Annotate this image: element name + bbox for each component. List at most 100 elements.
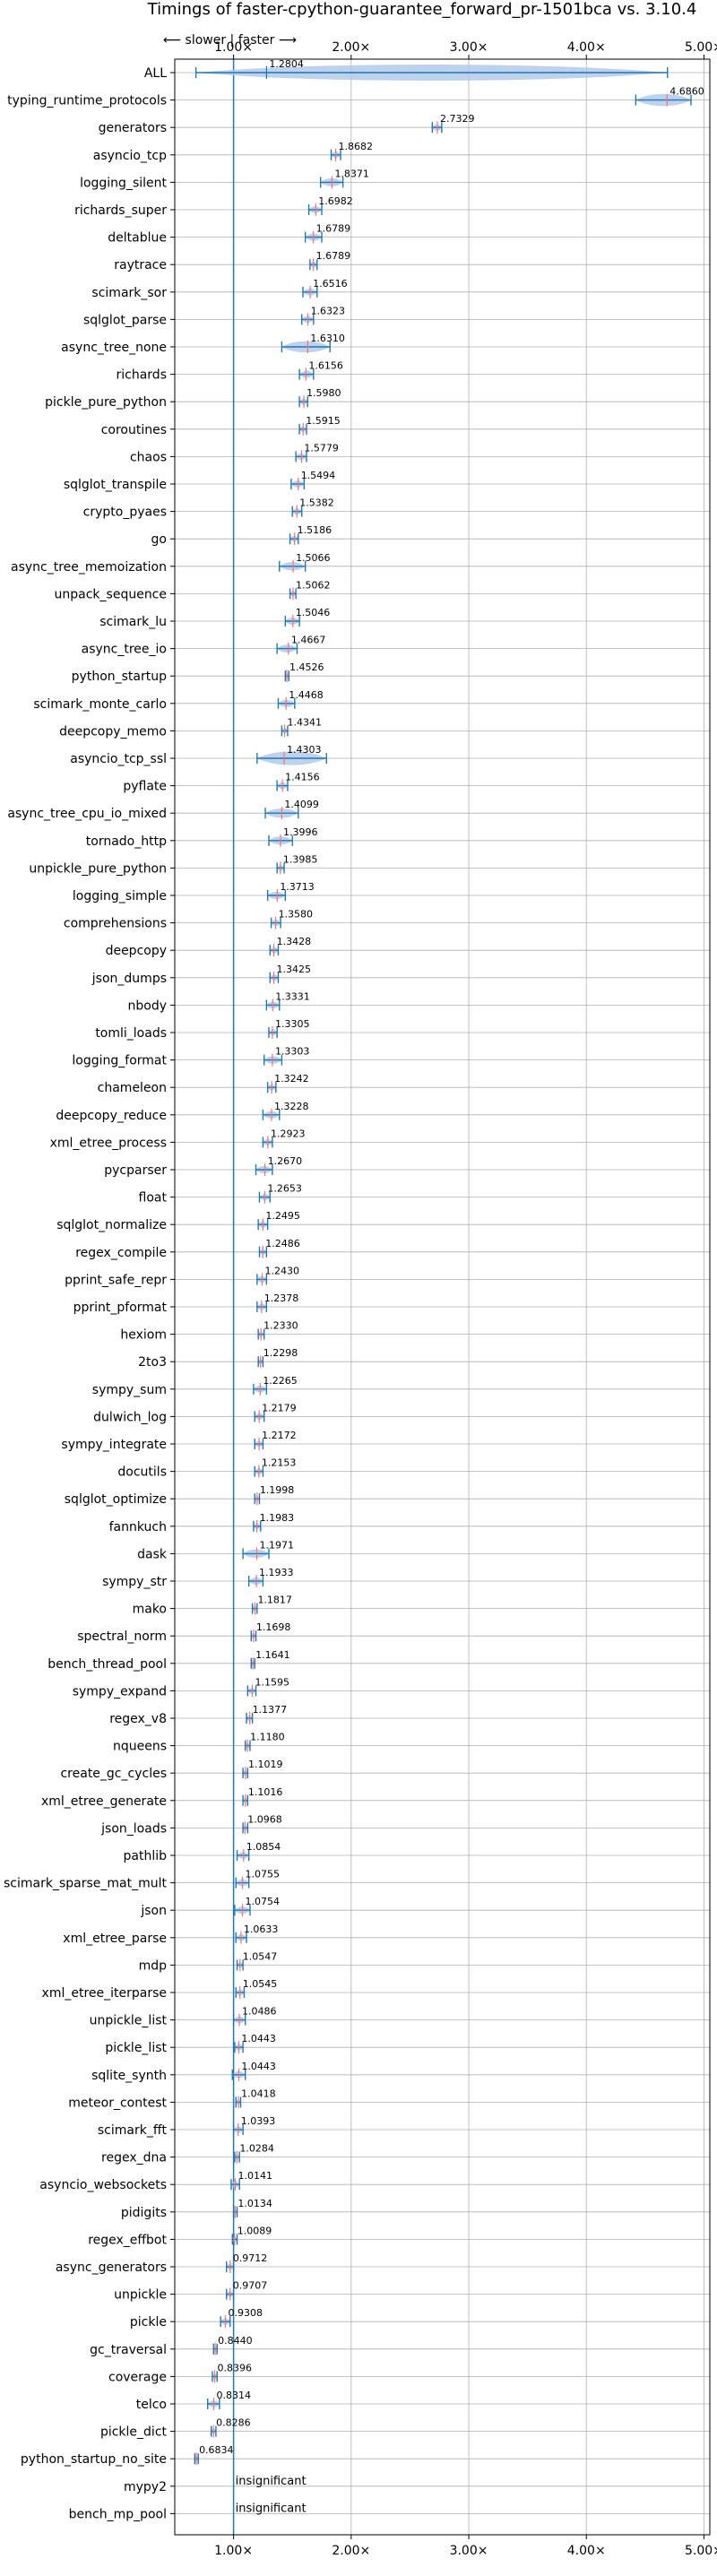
value-label: 1.1377 [253,1704,288,1716]
value-label: 1.6789 [316,250,351,262]
category-label: xml_etree_generate [41,1794,167,1809]
category-label: unpack_sequence [55,587,167,601]
value-label: 0.8314 [216,2390,251,2401]
value-label: 1.0633 [244,1923,279,1935]
value-label: 1.2804 [269,58,304,70]
category-label: deepcopy_reduce [56,1109,167,1123]
category-label: sqlglot_normalize [56,1218,167,1232]
value-label: 1.0486 [242,2006,277,2018]
value-label: 1.0443 [241,2033,276,2044]
value-label: 1.1698 [256,1621,291,1633]
category-label: asyncio_tcp [93,149,167,163]
category-label: raytrace [114,258,167,272]
value-label: 1.0545 [243,1978,278,1990]
value-label: 1.5915 [306,415,341,427]
plot-frame [174,58,711,2536]
value-label: 1.3305 [275,1018,310,1030]
value-label: 1.8682 [339,141,374,152]
category-label: xml_etree_process [50,1136,167,1150]
value-label: 1.2495 [265,1210,300,1222]
category-label: telco [136,2398,167,2412]
value-label: 1.3331 [275,990,310,1002]
category-label: richards_super [74,203,167,218]
category-label: float [139,1191,168,1206]
category-label: pprint_safe_repr [65,1273,167,1287]
category-label: unpickle_list [90,2014,168,2028]
category-label: async_tree_cpu_io_mixed [7,807,167,821]
value-label: 1.5779 [304,442,339,454]
value-label: 1.6789 [316,223,351,235]
value-label: 1.3580 [279,909,314,921]
category-label: pickle [130,2315,167,2330]
category-label: json [140,1904,167,1918]
category-label: regex_effbot [88,2233,167,2247]
category-label: bench_thread_pool [48,1657,167,1672]
x-tick-label-top: 2.00× [332,40,370,55]
category-label: python_startup [72,670,167,684]
value-label: 1.2923 [271,1128,306,1139]
value-label: 1.1998 [260,1484,295,1496]
value-label: 1.0393 [241,2115,276,2127]
category-label: sqlglot_transpile [64,478,167,492]
category-label: xml_etree_parse [63,1932,167,1946]
value-label: 1.1595 [255,1676,290,1688]
value-label: 1.1019 [248,1759,283,1770]
value-label: 1.4303 [287,744,322,756]
category-label: pidigits [121,2206,167,2220]
category-label: coroutines [101,423,167,437]
category-label: 2to3 [138,1355,167,1370]
category-label: regex_dna [101,2151,167,2165]
value-label: 1.4341 [288,716,323,728]
value-label: 1.0854 [246,1841,281,1853]
value-label: 1.1933 [259,1567,294,1578]
category-label: pickle_pure_python [45,395,167,410]
value-label: 1.1971 [259,1539,294,1551]
value-label: 1.4156 [285,772,320,783]
value-label: 1.2330 [263,1320,298,1332]
direction-label: ⟵ slower | faster ⟶ [163,33,297,48]
value-label: 1.0089 [238,2225,272,2236]
category-label: ALL [144,66,167,81]
value-label: 1.2298 [263,1347,298,1359]
category-label: pickle_dict [100,2425,168,2440]
value-label: 1.0754 [245,1896,280,1907]
category-label: crypto_pyaes [83,506,167,520]
value-label: insignificant [236,2502,307,2515]
value-label: 0.9707 [233,2280,268,2292]
category-label: async_generators [56,2260,167,2275]
category-label: logging_silent [80,176,167,190]
value-label: 1.0284 [239,2143,274,2155]
category-label: richards [117,368,168,383]
category-label: bench_mp_pool [69,2507,167,2521]
x-tick-label-bottom: 2.00× [332,2544,370,2558]
value-label: 0.9308 [229,2307,263,2319]
category-label: dulwich_log [93,1410,167,1424]
value-label: 1.5062 [296,579,331,591]
category-label: dask [137,1547,168,1561]
value-label: 1.3425 [277,964,312,975]
value-label: 4.6860 [669,86,704,98]
value-label: 1.0141 [238,2170,272,2182]
value-label: 1.3713 [280,881,315,893]
category-label: logging_format [72,1054,167,1068]
category-label: sqlite_synth [91,2069,167,2083]
value-label: 1.5382 [299,497,334,509]
category-label: logging_simple [73,889,167,903]
category-label: mako [133,1603,167,1617]
category-label: sqlglot_parse [83,313,167,327]
category-label: docutils [117,1465,167,1480]
value-label: 1.1641 [255,1649,290,1661]
value-label: 1.5494 [301,470,336,481]
value-label: 1.6310 [310,333,345,344]
category-label: pprint_pformat [73,1301,168,1315]
category-label: xml_etree_iterparse [42,1986,167,2001]
category-label: async_tree_none [61,341,167,355]
value-label: 1.4099 [284,799,319,810]
value-label: 0.6834 [199,2444,234,2456]
value-label: 1.3428 [277,936,312,947]
x-tick-label-bottom: 1.00× [214,2544,253,2558]
value-label: 1.2153 [262,1457,297,1469]
category-label: sympy_expand [73,1684,167,1699]
category-label: python_startup_no_site [21,2452,167,2467]
